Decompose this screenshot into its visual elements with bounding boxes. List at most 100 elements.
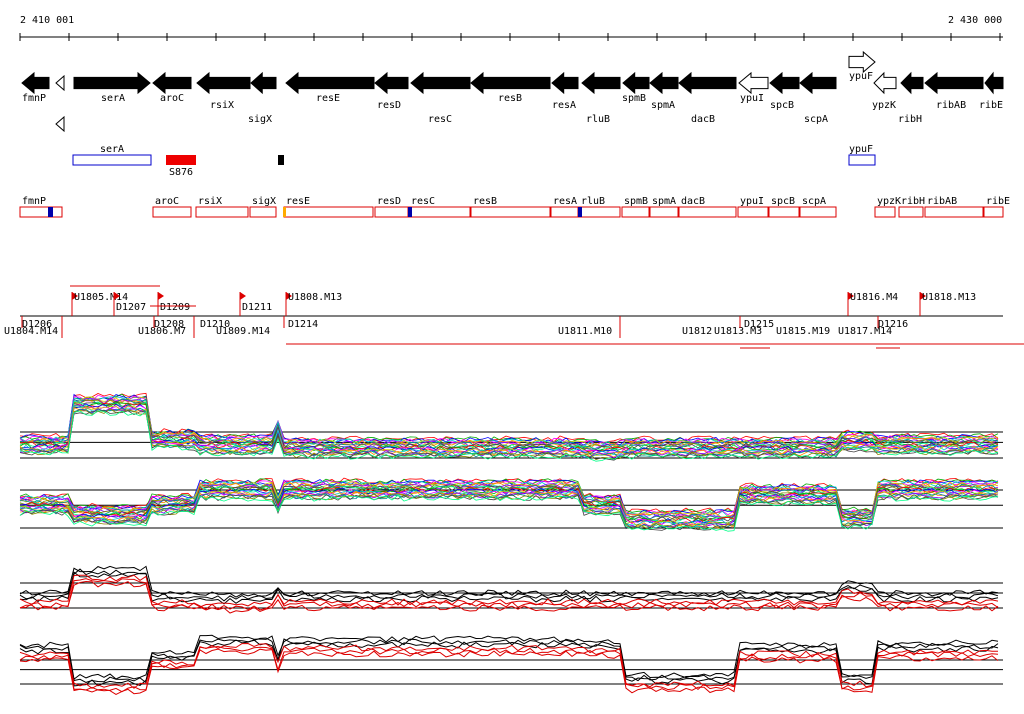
gene-resa[interactable]: resA (551, 71, 579, 111)
transcript-box[interactable] (649, 206, 679, 218)
gene-dacb[interactable]: dacB (678, 71, 737, 125)
promoter-arrow[interactable] (848, 292, 854, 300)
transcript-resb[interactable]: resB (470, 196, 551, 218)
gene-spmb[interactable]: spmB (622, 71, 650, 104)
promoter-arrow[interactable] (114, 292, 120, 300)
transcript-box[interactable] (768, 206, 800, 218)
gene-ribe[interactable]: ribE (979, 71, 1004, 111)
promoter-arrow[interactable] (286, 292, 292, 300)
promoter-arrow[interactable] (240, 292, 246, 300)
gene-rsix[interactable]: rsiX (196, 71, 251, 111)
small-triangle-marker (55, 74, 65, 92)
transcript-spmb[interactable]: spmB (621, 196, 650, 218)
transcript-rese[interactable]: resE (283, 196, 374, 218)
gene-arrow[interactable] (196, 71, 251, 95)
gene-arrow[interactable] (984, 71, 1004, 95)
gene-arrow[interactable] (924, 71, 984, 95)
transcript-rlub[interactable]: rluB (578, 196, 621, 218)
gene-spma[interactable]: spmA (649, 71, 679, 111)
ypuf-annotation-box[interactable] (848, 154, 876, 166)
transcript-box[interactable] (470, 206, 551, 218)
gene-arrow[interactable] (581, 71, 621, 95)
transcript-ypui[interactable]: ypuI (737, 196, 769, 218)
transcript-spcb[interactable]: spcB (768, 196, 800, 218)
promoter-arrow[interactable] (72, 292, 78, 300)
transcript-rsix[interactable]: rsiX (195, 196, 249, 218)
transcript-box[interactable] (408, 206, 471, 218)
gene-ypuf[interactable]: ypuF (848, 50, 876, 82)
transcript-box[interactable] (374, 206, 409, 218)
transcript-ribab[interactable]: ribAB (924, 196, 984, 218)
transcript-box[interactable] (195, 206, 249, 218)
transcript-box[interactable] (152, 206, 192, 218)
gene-arrow[interactable] (649, 71, 679, 95)
gene-ribh[interactable]: ribH (898, 71, 924, 125)
gene-arrow[interactable] (374, 71, 409, 95)
transcript-box[interactable] (924, 206, 984, 218)
gene-sera[interactable]: serA (73, 71, 151, 104)
transcript-box[interactable] (550, 206, 579, 218)
transcript-dacb[interactable]: dacB (678, 196, 737, 218)
gene-arrow[interactable] (900, 71, 924, 95)
gene-spcb[interactable]: spcB (769, 71, 800, 111)
gene-resd[interactable]: resD (374, 71, 409, 111)
transcript-box[interactable] (621, 206, 650, 218)
gene-label: ypuF (849, 71, 873, 82)
gene-sigx[interactable]: sigX (248, 71, 277, 125)
promoter-arrow[interactable] (920, 292, 926, 300)
transcript-box[interactable] (874, 206, 896, 218)
gene-rlub[interactable]: rluB (581, 71, 621, 125)
transcript-ribh[interactable]: ribH (898, 196, 925, 218)
transcript-resa[interactable]: resA (550, 196, 579, 218)
transcript-box[interactable] (799, 206, 837, 218)
transcript-box[interactable] (283, 206, 374, 218)
transcript-box[interactable] (19, 206, 63, 218)
gene-ribab[interactable]: ribAB (924, 71, 984, 111)
transcript-aroc[interactable]: aroC (152, 196, 192, 218)
gene-resb[interactable]: resB (470, 71, 551, 104)
transcript-resd[interactable]: resD (374, 196, 409, 218)
transcript-spma[interactable]: spmA (649, 196, 679, 218)
gene-resc[interactable]: resC (410, 71, 471, 125)
transcript-box[interactable] (249, 206, 277, 218)
gene-arrow[interactable] (250, 71, 277, 95)
gene-arrow[interactable] (678, 71, 737, 95)
gene-arrow[interactable] (622, 71, 650, 95)
gene-ypzk[interactable]: ypzK (872, 71, 897, 111)
transcript-resc[interactable]: resC (408, 196, 471, 218)
gene-fmnp[interactable]: fmnP (21, 71, 50, 104)
expression-profile-line (19, 645, 999, 693)
gene-arrow[interactable] (470, 71, 551, 95)
gene-arrow[interactable] (873, 71, 897, 95)
gene-arrow[interactable] (551, 71, 579, 95)
small-triangle-marker (55, 115, 65, 133)
transcript-sigx[interactable]: sigX (249, 196, 277, 218)
promoter-arrow[interactable] (158, 292, 164, 300)
sera-annotation-box[interactable] (72, 154, 152, 166)
gene-arrow[interactable] (285, 71, 375, 95)
downstream-feature-label: U1815.M19 (776, 326, 830, 337)
gene-ypui[interactable]: ypuI (738, 71, 769, 104)
gene-arrow[interactable] (152, 71, 192, 95)
gene-rese[interactable]: resE (285, 71, 375, 104)
transcript-box[interactable] (898, 206, 924, 218)
gene-aroc[interactable]: aroC (152, 71, 192, 104)
gene-arrow[interactable] (769, 71, 800, 95)
transcript-ypzk[interactable]: ypzK (874, 196, 901, 218)
transcript-scpa[interactable]: scpA (799, 196, 837, 218)
gene-arrow[interactable] (738, 71, 769, 95)
expression-profile-line (19, 568, 999, 602)
gene-arrow[interactable] (73, 71, 151, 95)
gene-arrow[interactable] (848, 50, 876, 74)
gene-arrow[interactable] (21, 71, 50, 95)
gene-arrow[interactable] (799, 71, 837, 95)
transcript-box[interactable] (578, 206, 621, 218)
transcript-fmnp[interactable]: fmnP (19, 196, 63, 218)
s876-annotation-block[interactable] (166, 155, 196, 165)
transcript-box[interactable] (678, 206, 737, 218)
gene-scpa[interactable]: scpA (799, 71, 837, 125)
transcript-box[interactable] (737, 206, 769, 218)
transcript-box[interactable] (983, 206, 1004, 218)
gene-arrow[interactable] (410, 71, 471, 95)
transcript-ribe[interactable]: ribE (983, 196, 1010, 218)
